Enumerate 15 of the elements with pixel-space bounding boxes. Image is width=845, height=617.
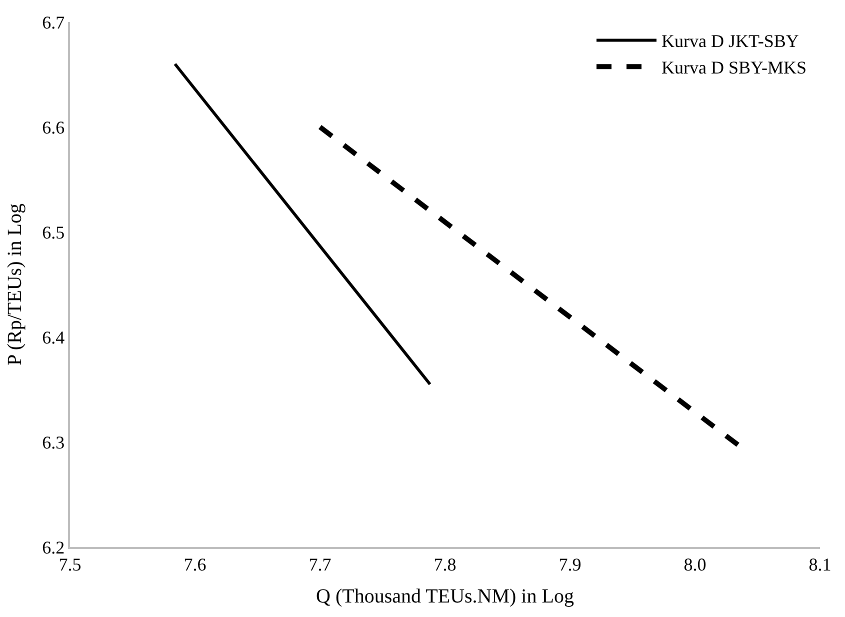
y-tick-label: 6.4 [42, 327, 65, 348]
x-axis-title: Q (Thousand TEUs.NM) in Log [316, 585, 574, 608]
x-tick-label: 7.6 [184, 554, 206, 574]
y-tick-label: 6.7 [42, 12, 65, 32]
x-tick-label: 7.9 [558, 554, 582, 574]
y-tick-label: 6.3 [42, 432, 65, 452]
x-tick-label: 7.8 [434, 554, 456, 574]
y-axis-title: P (Rp/TEUs) in Log [4, 203, 26, 366]
legend-label: Kurva D JKT-SBY [662, 31, 799, 52]
y-tick-label: 6.6 [42, 117, 65, 138]
x-tick-label: 8.1 [808, 554, 832, 574]
legend-label: Kurva D SBY-MKS [662, 58, 807, 78]
y-tick-label: 6.5 [42, 222, 65, 242]
x-tick-label: 8.0 [684, 554, 706, 574]
x-tick-label: 7.7 [308, 554, 332, 574]
